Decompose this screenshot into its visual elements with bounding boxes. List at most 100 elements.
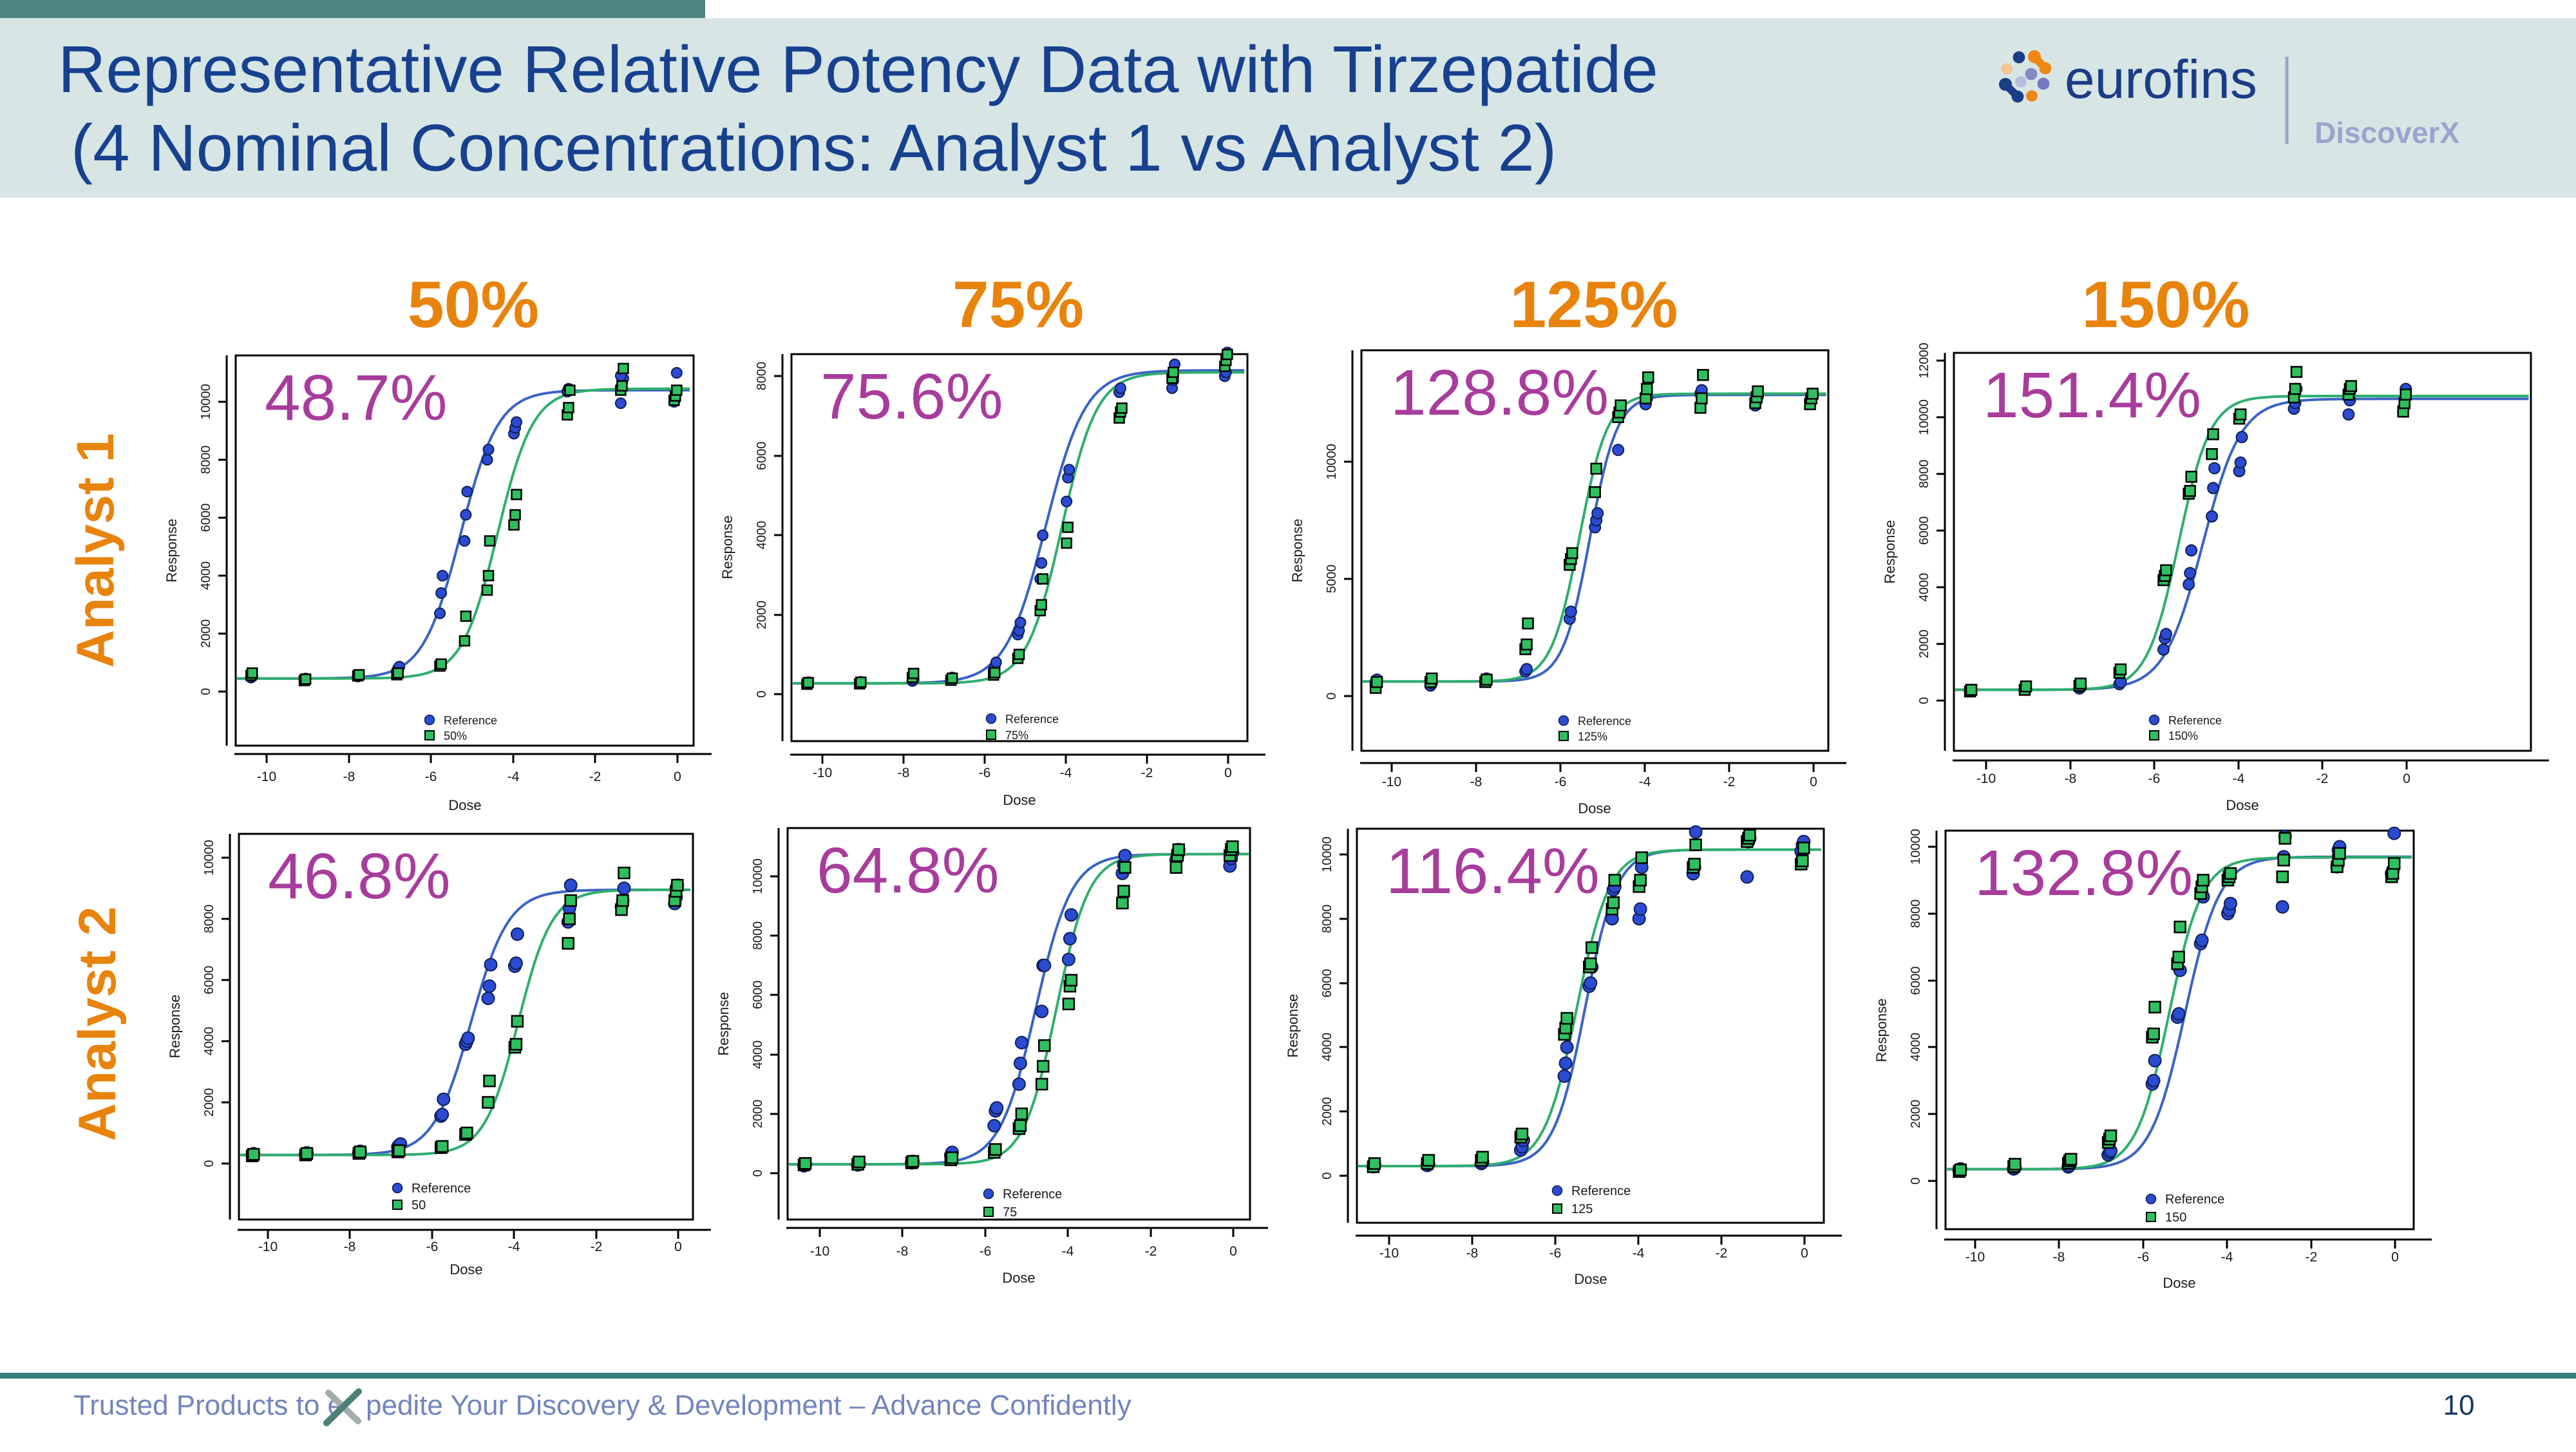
svg-text:Dose: Dose	[1574, 1271, 1607, 1287]
svg-text:-8: -8	[2065, 771, 2077, 786]
svg-text:6000: 6000	[199, 504, 213, 533]
svg-text:Response: Response	[1285, 994, 1301, 1057]
svg-text:151.4%: 151.4%	[1983, 359, 2201, 431]
svg-text:150: 150	[2165, 1211, 2186, 1225]
svg-text:Dose: Dose	[1002, 1270, 1035, 1286]
svg-text:Dose: Dose	[2163, 1275, 2195, 1291]
svg-text:-4: -4	[2221, 1250, 2233, 1265]
svg-text:eurofins: eurofins	[2065, 49, 2257, 109]
svg-text:4000: 4000	[199, 561, 213, 590]
svg-text:50%: 50%	[444, 730, 467, 742]
svg-text:75: 75	[1003, 1205, 1017, 1220]
svg-text:0: 0	[1810, 775, 1817, 789]
svg-text:8000: 8000	[1917, 460, 1931, 489]
svg-text:Dose: Dose	[450, 1261, 482, 1278]
svg-text:-10: -10	[1976, 771, 1996, 786]
svg-text:10000: 10000	[1325, 444, 1339, 480]
svg-text:-8: -8	[896, 1244, 909, 1259]
svg-text:0: 0	[202, 1160, 216, 1167]
svg-text:-2: -2	[2316, 771, 2329, 786]
svg-text:6000: 6000	[1917, 516, 1931, 545]
svg-text:pedite Your Discovery & Develo: pedite Your Discovery & Development – Ad…	[366, 1390, 1132, 1421]
svg-text:-2: -2	[589, 769, 601, 784]
svg-text:Response: Response	[1873, 998, 1889, 1062]
svg-text:-8: -8	[2053, 1250, 2065, 1265]
svg-text:0: 0	[755, 690, 769, 697]
svg-text:10: 10	[2443, 1390, 2475, 1421]
svg-text:0: 0	[751, 1169, 765, 1176]
svg-text:-10: -10	[258, 1240, 278, 1254]
svg-text:-2: -2	[1723, 775, 1736, 789]
svg-text:128.8%: 128.8%	[1390, 357, 1609, 429]
svg-text:12000: 12000	[1917, 343, 1931, 379]
svg-text:116.4%: 116.4%	[1386, 835, 1600, 907]
svg-text:5000: 5000	[1325, 565, 1339, 594]
svg-text:125%: 125%	[1578, 730, 1607, 743]
svg-text:-2: -2	[591, 1240, 603, 1254]
svg-text:-6: -6	[2137, 1250, 2150, 1265]
svg-text:0: 0	[674, 1240, 682, 1254]
svg-text:8000: 8000	[202, 905, 216, 934]
svg-text:8000: 8000	[751, 921, 765, 950]
svg-text:10000: 10000	[1320, 836, 1334, 872]
svg-text:132.8%: 132.8%	[1975, 837, 2193, 909]
svg-text:-8: -8	[344, 1240, 356, 1254]
svg-text:-8: -8	[1466, 1246, 1479, 1261]
svg-text:2000: 2000	[751, 1100, 765, 1129]
svg-text:-6: -6	[2148, 771, 2161, 786]
svg-text:46.8%: 46.8%	[268, 840, 451, 912]
svg-text:0: 0	[1801, 1246, 1808, 1261]
svg-text:Response: Response	[1289, 518, 1305, 582]
svg-text:Analyst 2: Analyst 2	[68, 907, 127, 1142]
svg-text:50%: 50%	[408, 268, 539, 341]
svg-text:8000: 8000	[755, 362, 769, 391]
svg-text:DiscoverX: DiscoverX	[2315, 116, 2459, 149]
svg-text:-10: -10	[1965, 1250, 1985, 1265]
svg-text:4000: 4000	[755, 521, 769, 550]
svg-text:0: 0	[1917, 697, 1931, 704]
svg-text:4000: 4000	[1320, 1033, 1334, 1062]
svg-text:50: 50	[412, 1198, 426, 1212]
svg-text:-10: -10	[810, 1244, 829, 1259]
svg-text:75.6%: 75.6%	[820, 361, 1003, 433]
svg-text:10000: 10000	[1917, 399, 1931, 435]
svg-text:0: 0	[1909, 1177, 1923, 1184]
svg-text:-10: -10	[1379, 1246, 1399, 1261]
svg-text:Response: Response	[1882, 520, 1898, 583]
svg-text:-6: -6	[979, 766, 991, 780]
svg-text:2000: 2000	[202, 1088, 216, 1117]
svg-text:2000: 2000	[199, 619, 213, 648]
svg-text:Reference: Reference	[2165, 1193, 2224, 1207]
svg-text:-2: -2	[1145, 1244, 1157, 1259]
svg-text:6000: 6000	[755, 442, 769, 471]
svg-text:(4 Nominal Concentrations: Ana: (4 Nominal Concentrations: Analyst 1 vs …	[71, 111, 1557, 185]
svg-text:-4: -4	[1633, 1246, 1645, 1261]
svg-text:-4: -4	[507, 769, 520, 784]
svg-text:-6: -6	[426, 1240, 439, 1254]
svg-text:Dose: Dose	[448, 797, 481, 813]
svg-text:Response: Response	[715, 992, 732, 1055]
svg-text:2000: 2000	[755, 601, 769, 630]
svg-text:-4: -4	[508, 1240, 520, 1254]
svg-text:Analyst 1: Analyst 1	[66, 433, 125, 668]
svg-text:0: 0	[674, 769, 681, 784]
svg-text:125%: 125%	[1510, 268, 1678, 341]
svg-text:10000: 10000	[199, 384, 213, 420]
svg-text:125: 125	[1571, 1202, 1593, 1216]
svg-text:-2: -2	[1716, 1246, 1728, 1261]
svg-text:8000: 8000	[1909, 900, 1923, 929]
svg-text:-8: -8	[1470, 775, 1482, 789]
svg-text:Response: Response	[167, 994, 183, 1058]
svg-text:150%: 150%	[2168, 730, 2198, 742]
svg-text:4000: 4000	[202, 1027, 216, 1056]
svg-text:6000: 6000	[751, 981, 765, 1010]
svg-text:6000: 6000	[1320, 969, 1334, 998]
svg-text:Reference: Reference	[1003, 1187, 1062, 1202]
svg-text:48.7%: 48.7%	[265, 362, 448, 434]
svg-text:0: 0	[1325, 692, 1339, 699]
svg-text:Representative Relative Potenc: Representative Relative Potency Data wit…	[58, 32, 1658, 106]
svg-text:-4: -4	[2233, 771, 2245, 786]
svg-text:Reference: Reference	[2168, 714, 2222, 727]
svg-text:8000: 8000	[199, 446, 213, 475]
svg-text:Reference: Reference	[1571, 1184, 1631, 1198]
